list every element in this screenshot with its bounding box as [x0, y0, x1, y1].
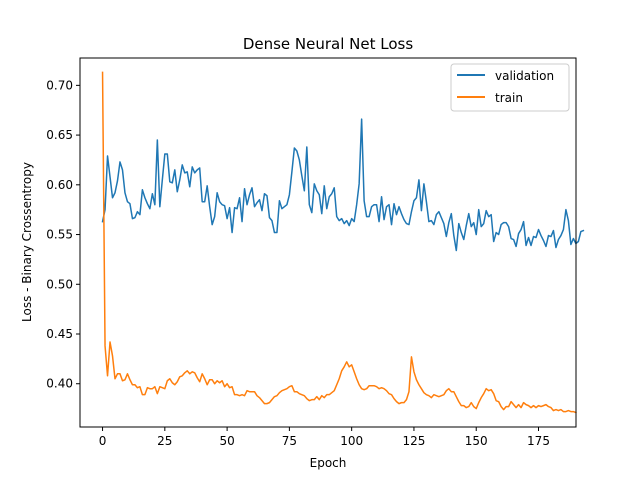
x-tick-label: 125 — [402, 434, 425, 448]
y-tick-label: 0.60 — [46, 178, 73, 192]
y-tick-label: 0.70 — [46, 78, 73, 92]
legend-label-validation: validation — [495, 69, 554, 83]
y-axis-label: Loss - Binary Crossentropy — [20, 162, 34, 322]
x-axis-label: Epoch — [310, 456, 347, 470]
x-tick-label: 175 — [527, 434, 550, 448]
y-tick-label: 0.45 — [46, 327, 73, 341]
y-tick-label: 0.65 — [46, 128, 73, 142]
legend: validation train — [450, 63, 570, 112]
y-axis-ticks: 0.40 0.45 0.50 0.55 0.60 0.65 0.70 — [46, 78, 80, 391]
x-tick-label: 25 — [157, 434, 172, 448]
chart-title: Dense Neural Net Loss — [243, 35, 414, 53]
y-tick-label: 0.55 — [46, 228, 73, 242]
x-tick-label: 0 — [99, 434, 107, 448]
x-tick-label: 150 — [465, 434, 488, 448]
legend-label-train: train — [495, 91, 523, 105]
y-tick-label: 0.50 — [46, 277, 73, 291]
series-line-validation — [101, 118, 585, 252]
series-line-train — [101, 71, 577, 414]
plot-background — [80, 58, 576, 427]
plot-area — [79, 57, 585, 428]
x-tick-label: 100 — [340, 434, 363, 448]
x-tick-label: 50 — [219, 434, 234, 448]
axes-frame — [79, 57, 577, 428]
series-layer — [101, 71, 585, 414]
x-axis-ticks: 0 25 50 75 100 125 150 175 — [99, 427, 550, 448]
x-tick-label: 75 — [282, 434, 297, 448]
y-tick-label: 0.40 — [46, 377, 73, 391]
